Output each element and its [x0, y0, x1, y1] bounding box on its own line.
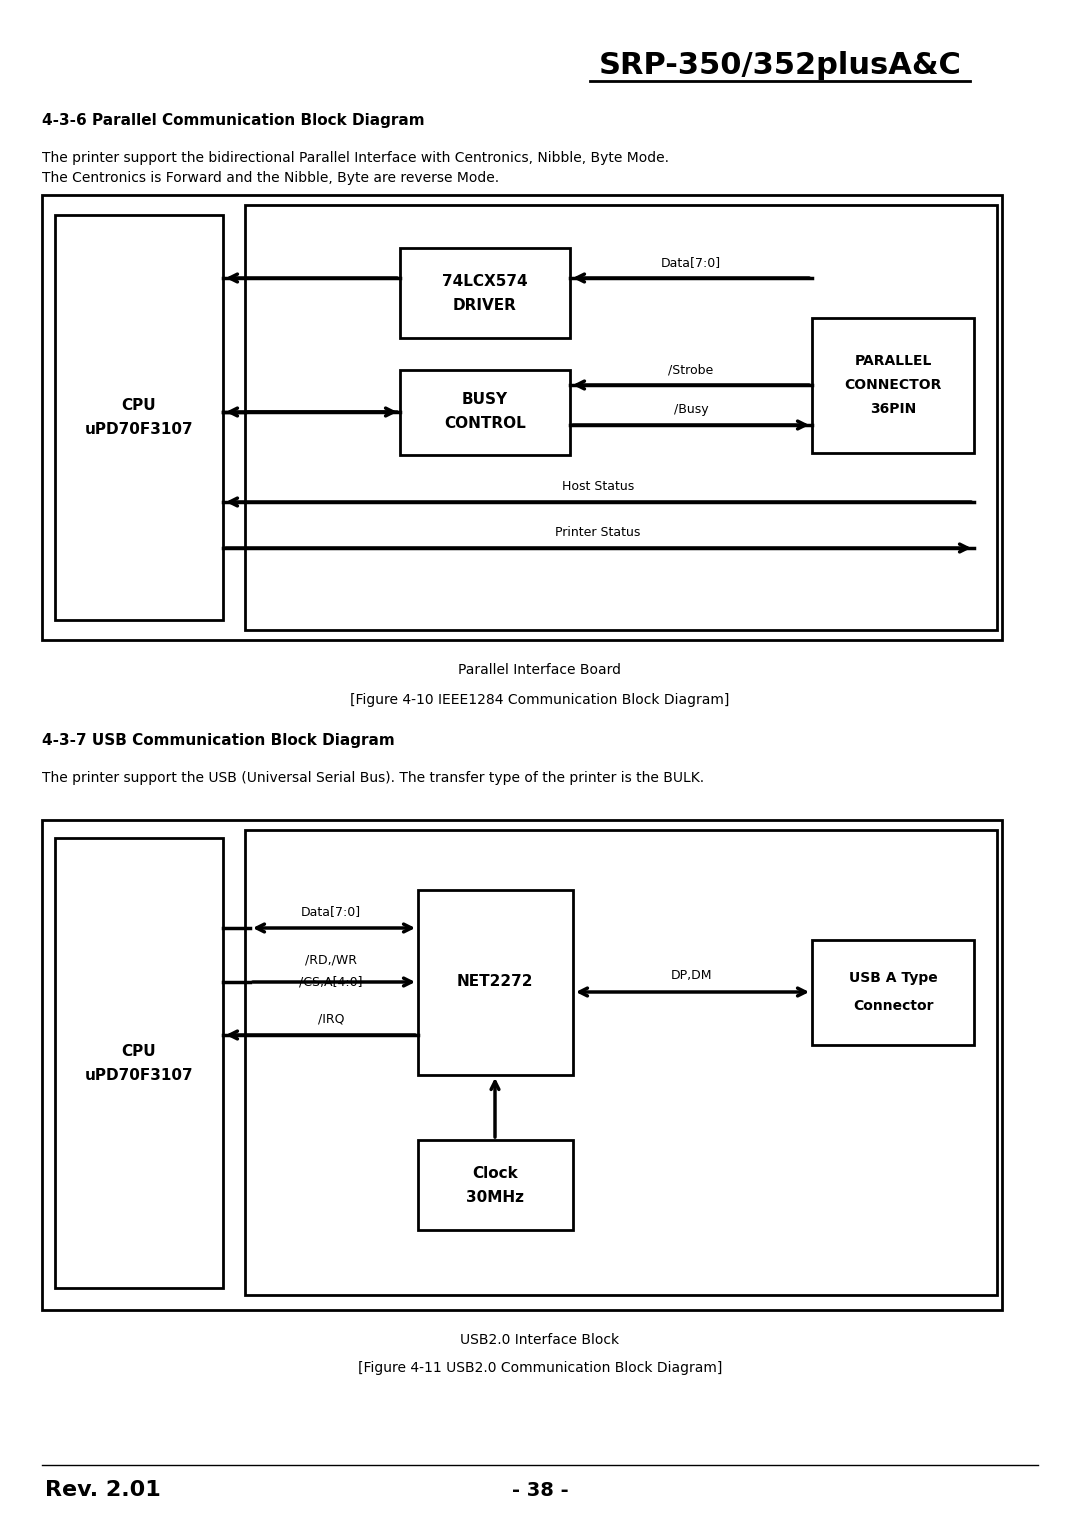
Text: /RD,/WR: /RD,/WR [305, 953, 357, 967]
Text: /IRQ: /IRQ [318, 1012, 345, 1026]
Bar [245, 831, 997, 1295]
Text: CPU: CPU [122, 397, 157, 412]
Text: The printer support the USB (Universal Serial Bus). The transfer type of the pri: The printer support the USB (Universal S… [42, 771, 704, 785]
Text: The printer support the bidirectional Parallel Interface with Centronics, Nibble: The printer support the bidirectional Pa… [42, 151, 669, 165]
Text: Printer Status: Printer Status [555, 527, 640, 539]
Text: uPD70F3107: uPD70F3107 [84, 1067, 193, 1083]
Text: Clock: Clock [472, 1165, 518, 1180]
Bar [400, 370, 570, 455]
Text: 36PIN: 36PIN [869, 402, 916, 415]
Text: The Centronics is Forward and the Nibble, Byte are reverse Mode.: The Centronics is Forward and the Nibble… [42, 171, 499, 185]
Text: /CS,A[4:0]: /CS,A[4:0] [299, 976, 363, 988]
Text: DP,DM: DP,DM [672, 970, 713, 982]
Text: /Strobe: /Strobe [669, 363, 714, 377]
Bar [55, 838, 222, 1287]
Text: Connector: Connector [853, 999, 933, 1012]
Bar [400, 247, 570, 337]
Text: USB2.0 Interface Block: USB2.0 Interface Block [460, 1333, 620, 1347]
Bar [42, 820, 1002, 1310]
Bar [812, 318, 974, 454]
Text: 30MHz: 30MHz [465, 1190, 524, 1205]
Text: 4-3-6 Parallel Communication Block Diagram: 4-3-6 Parallel Communication Block Diagr… [42, 113, 424, 127]
Text: uPD70F3107: uPD70F3107 [84, 421, 193, 437]
Text: Data[7:0]: Data[7:0] [301, 906, 361, 919]
Bar [245, 205, 997, 631]
Text: USB A Type: USB A Type [849, 971, 937, 985]
Text: /Busy: /Busy [674, 403, 708, 417]
Bar [418, 1141, 573, 1231]
Text: [Figure 4-10 IEEE1284 Communication Block Diagram]: [Figure 4-10 IEEE1284 Communication Bloc… [350, 693, 730, 707]
Text: - 38 -: - 38 - [512, 1481, 568, 1500]
Text: Host Status: Host Status [562, 481, 634, 493]
Bar [42, 195, 1002, 640]
Text: CONTROL: CONTROL [444, 417, 526, 432]
Text: 74LCX574: 74LCX574 [442, 273, 528, 289]
Text: Parallel Interface Board: Parallel Interface Board [459, 663, 621, 676]
Text: BUSY: BUSY [462, 392, 508, 408]
Text: CPU: CPU [122, 1043, 157, 1058]
Bar [812, 941, 974, 1044]
Text: SRP-350/352plusA&C: SRP-350/352plusA&C [598, 50, 961, 79]
Text: DRIVER: DRIVER [454, 298, 517, 313]
Text: NET2272: NET2272 [457, 974, 534, 989]
Text: Data[7:0]: Data[7:0] [661, 257, 721, 269]
Bar [418, 890, 573, 1075]
Text: Rev. 2.01: Rev. 2.01 [45, 1480, 161, 1500]
Text: [Figure 4-11 USB2.0 Communication Block Diagram]: [Figure 4-11 USB2.0 Communication Block … [357, 1361, 723, 1374]
Text: PARALLEL: PARALLEL [854, 354, 932, 368]
Text: CONNECTOR: CONNECTOR [845, 379, 942, 392]
Bar [55, 215, 222, 620]
Text: 4-3-7 USB Communication Block Diagram: 4-3-7 USB Communication Block Diagram [42, 733, 395, 748]
